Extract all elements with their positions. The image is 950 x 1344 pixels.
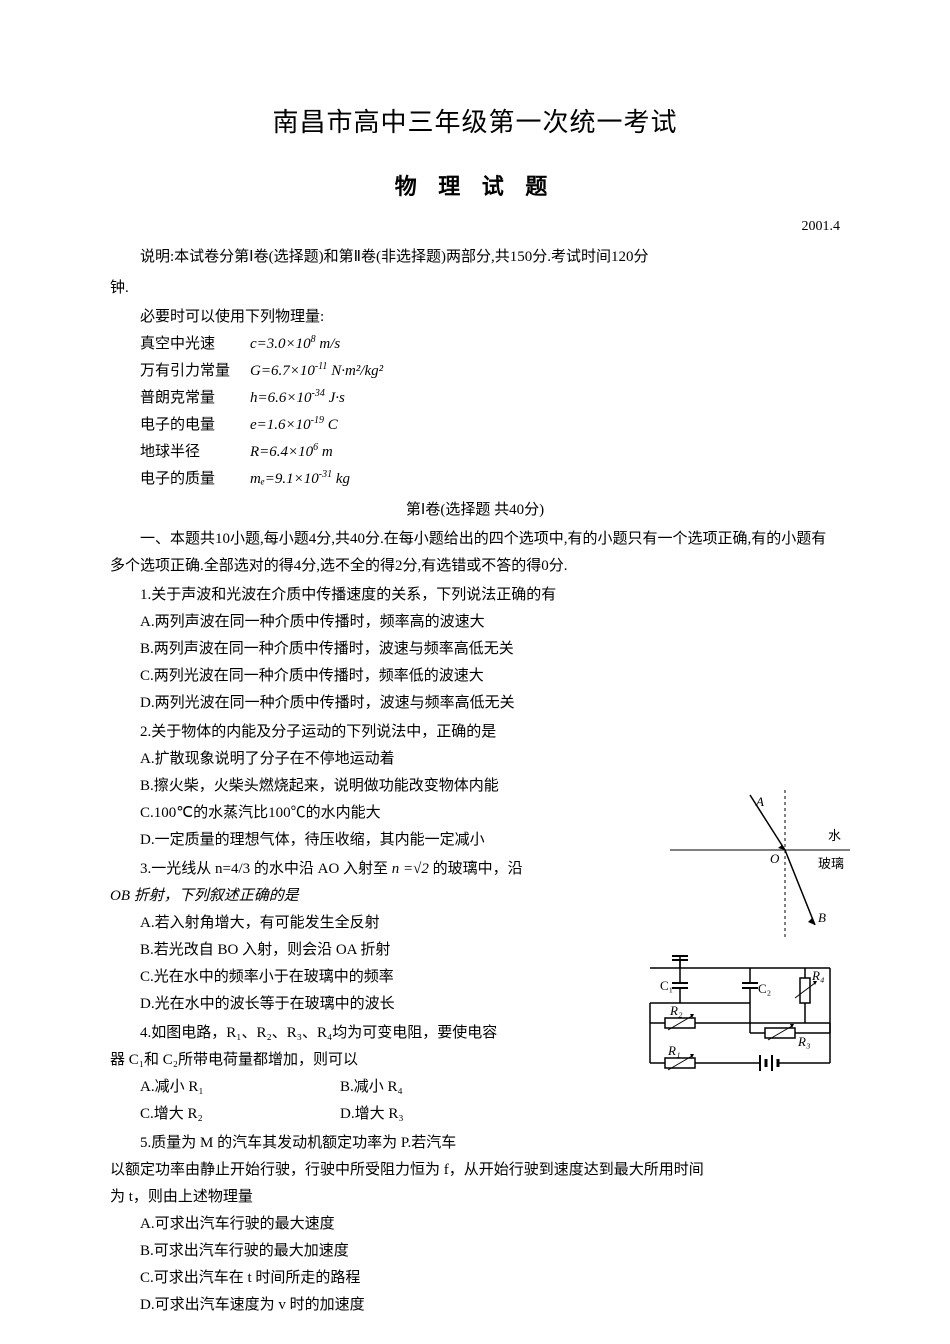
q5-stem-b: 以额定功率由静止开始行驶，行驶中所受阻力恒为 f，从开始行驶到速度达到最大所用时… xyxy=(110,1157,840,1184)
label-water: 水 xyxy=(828,828,841,843)
q4-opt-d: D.增大 R₃ xyxy=(310,1101,510,1128)
q5-opt-d: D.可求出汽车速度为 v 时的加速度 xyxy=(110,1292,840,1319)
const-value: R=6.4×106 m xyxy=(250,439,333,466)
q4-opt-c: C.增大 R₂ xyxy=(110,1101,310,1128)
exam-date: 2001.4 xyxy=(110,214,840,239)
const-label: 电子的质量 xyxy=(140,466,250,493)
q1-stem: 1.关于声波和光波在介质中传播速度的关系，下列说法正确的有 xyxy=(110,582,840,609)
const-value: h=6.6×10-34 J·s xyxy=(250,385,345,412)
const-label: 电子的电量 xyxy=(140,412,250,439)
q4-opt-b: B.减小 R₄ xyxy=(310,1074,510,1101)
q4-opts-row2: C.增大 R₂ D.增大 R₃ xyxy=(110,1101,840,1128)
label-B: B xyxy=(818,910,826,925)
q5-stem-a: 5.质量为 M 的汽车其发动机额定功率为 P.若汽车 xyxy=(110,1130,610,1157)
page-title: 南昌市高中三年级第一次统一考试 xyxy=(110,100,840,147)
label-O: O xyxy=(770,851,780,866)
q2-opt-a: A.扩散现象说明了分子在不停地运动着 xyxy=(110,746,840,773)
const-row: 电子的电量 e=1.6×10-19 C xyxy=(140,412,840,439)
page-subtitle: 物 理 试 题 xyxy=(110,167,840,207)
const-row: 普朗克常量 h=6.6×10-34 J·s xyxy=(140,385,840,412)
const-row: 地球半径 R=6.4×106 m xyxy=(140,439,840,466)
q5-opt-a: A.可求出汽车行驶的最大速度 xyxy=(110,1211,840,1238)
diagram-area: A O B 水 玻璃 C₁ C₂ R₄ xyxy=(630,790,850,1098)
const-row: 万有引力常量 G=6.7×10-11 N·m²/kg² xyxy=(140,358,840,385)
label-A: A xyxy=(755,794,764,809)
q1-opt-c: C.两列光波在同一种介质中传播时，频率低的波速大 xyxy=(110,663,840,690)
label-R4: R₄ xyxy=(811,968,825,983)
label-R1: R₁ xyxy=(667,1043,680,1058)
const-label: 普朗克常量 xyxy=(140,385,250,412)
const-row: 电子的质量 mₑ=9.1×10-31 kg xyxy=(140,466,840,493)
q4-stem-a: 4.如图电路，R₁、R₂、R₃、R₄均为可变电阻，要使电容 xyxy=(110,1020,610,1047)
q5-opt-c: C.可求出汽车在 t 时间所走的路程 xyxy=(110,1265,840,1292)
constants-block: 真空中光速 c=3.0×108 m/s 万有引力常量 G=6.7×10-11 N… xyxy=(140,331,840,493)
instruction-line2: 钟. xyxy=(110,275,840,302)
const-value: c=3.0×108 m/s xyxy=(250,331,340,358)
const-value: G=6.7×10-11 N·m²/kg² xyxy=(250,358,383,385)
instruction-line1: 说明:本试卷分第Ⅰ卷(选择题)和第Ⅱ卷(非选择题)两部分,共150分.考试时间1… xyxy=(110,244,840,271)
const-label: 万有引力常量 xyxy=(140,358,250,385)
const-row: 真空中光速 c=3.0×108 m/s xyxy=(140,331,840,358)
label-R2: R₂ xyxy=(669,1003,683,1018)
const-label: 地球半径 xyxy=(140,439,250,466)
q1-opt-b: B.两列声波在同一种介质中传播时，波速与频率高低无关 xyxy=(110,636,840,663)
q4-opt-a: A.减小 R₁ xyxy=(110,1074,310,1101)
q2-stem: 2.关于物体的内能及分子运动的下列说法中，正确的是 xyxy=(110,719,840,746)
q5-stem-c: 为 t，则由上述物理量 xyxy=(110,1184,840,1211)
const-value: e=1.6×10-19 C xyxy=(250,412,338,439)
label-glass: 玻璃 xyxy=(818,856,844,871)
circuit-diagram: C₁ C₂ R₄ R₂ R₃ xyxy=(630,948,850,1098)
q1-opt-d: D.两列光波在同一种介质中传播时，波速与频率高低无关 xyxy=(110,690,840,717)
section-header: 第Ⅰ卷(选择题 共40分) xyxy=(110,497,840,524)
section-instruction: 一、本题共10小题,每小题4分,共40分.在每小题给出的四个选项中,有的小题只有… xyxy=(110,526,840,580)
q5-opt-b: B.可求出汽车行驶的最大加速度 xyxy=(110,1238,840,1265)
label-C1: C₁ xyxy=(660,978,673,993)
label-C2: C₂ xyxy=(758,981,771,996)
q1-opt-a: A.两列声波在同一种介质中传播时，频率高的波速大 xyxy=(110,609,840,636)
const-value: mₑ=9.1×10-31 kg xyxy=(250,466,350,493)
const-label: 真空中光速 xyxy=(140,331,250,358)
constants-intro: 必要时可以使用下列物理量: xyxy=(110,304,840,331)
label-R3: R₃ xyxy=(797,1034,810,1049)
refraction-diagram: A O B 水 玻璃 xyxy=(630,790,850,940)
